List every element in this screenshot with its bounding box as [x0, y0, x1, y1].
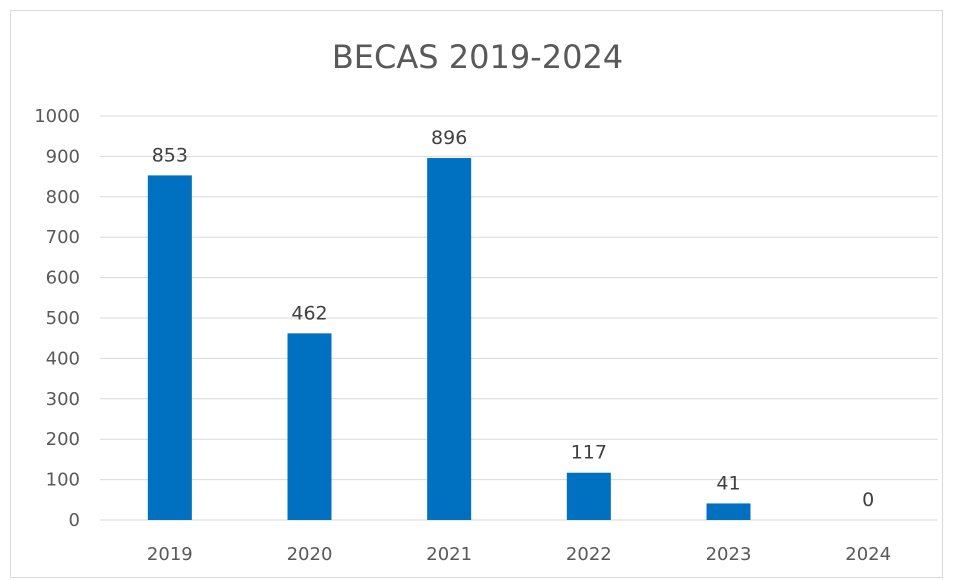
data-label-2024: 0 — [862, 489, 874, 511]
y-tick-label: 0 — [69, 510, 80, 531]
bar-2019 — [147, 175, 192, 520]
chart-title: BECAS 2019-2024 — [331, 38, 624, 76]
data-label-2021: 896 — [431, 127, 467, 149]
y-tick-label: 500 — [46, 308, 80, 329]
data-label-2022: 117 — [571, 442, 607, 464]
x-tick-label-2024: 2024 — [845, 544, 891, 565]
y-tick-label: 600 — [46, 268, 80, 289]
y-tick-label: 800 — [46, 187, 80, 208]
y-tick-label: 1000 — [34, 106, 80, 127]
y-tick-label: 300 — [46, 389, 80, 410]
x-tick-label-2020: 2020 — [287, 544, 333, 565]
bar-2023 — [706, 503, 751, 520]
data-label-2019: 853 — [152, 144, 188, 166]
x-tick-label-2021: 2021 — [426, 544, 472, 565]
x-tick-label-2022: 2022 — [566, 544, 612, 565]
x-tick-label-2023: 2023 — [706, 544, 752, 565]
bar-2022 — [566, 472, 611, 520]
y-tick-label: 700 — [46, 227, 80, 248]
y-tick-label: 100 — [46, 470, 80, 491]
data-label-2023: 41 — [716, 472, 740, 494]
data-label-2020: 462 — [291, 302, 327, 324]
bar-2020 — [287, 333, 332, 520]
y-tick-label: 900 — [46, 146, 80, 167]
y-tick-label: 200 — [46, 429, 80, 450]
bar-2021 — [427, 158, 472, 521]
y-tick-label: 400 — [46, 348, 80, 369]
x-tick-label-2019: 2019 — [147, 544, 193, 565]
